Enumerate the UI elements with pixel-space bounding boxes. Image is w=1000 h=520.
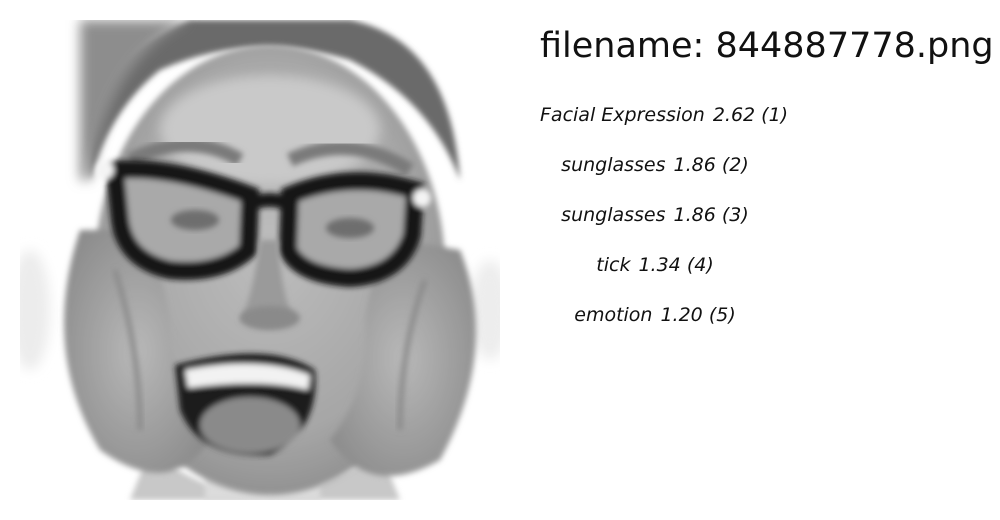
label-rank: (1) [761, 104, 789, 126]
label-list: Facial Expression 2.62 (1) sunglasses 1.86… [540, 100, 788, 350]
label-name: Facial Expression [540, 104, 705, 126]
label-name: emotion [574, 304, 653, 326]
label-score: 1.20 [660, 304, 703, 326]
label-name: tick [596, 254, 631, 276]
label-row: tick 1.34 (4) [540, 250, 770, 300]
label-row: sunglasses 1.86 (2) [540, 150, 770, 200]
label-name: sunglasses [561, 204, 666, 226]
label-rank: (4) [686, 254, 714, 276]
label-name: sunglasses [561, 154, 666, 176]
label-score: 1.86 [673, 154, 716, 176]
label-rank: (2) [721, 154, 749, 176]
label-score: 1.34 [638, 254, 681, 276]
label-row: sunglasses 1.86 (3) [540, 200, 770, 250]
label-row: Facial Expression 2.62 (1) [540, 100, 788, 150]
face-illustration [20, 20, 500, 500]
label-score: 2.62 [712, 104, 756, 126]
label-rank: (3) [721, 204, 749, 226]
label-rank: (5) [708, 304, 736, 326]
label-row: emotion 1.20 (5) [540, 300, 770, 350]
filename-title: filename: 844887778.png [540, 26, 994, 66]
face-photo [20, 20, 500, 500]
label-score: 1.86 [673, 204, 716, 226]
